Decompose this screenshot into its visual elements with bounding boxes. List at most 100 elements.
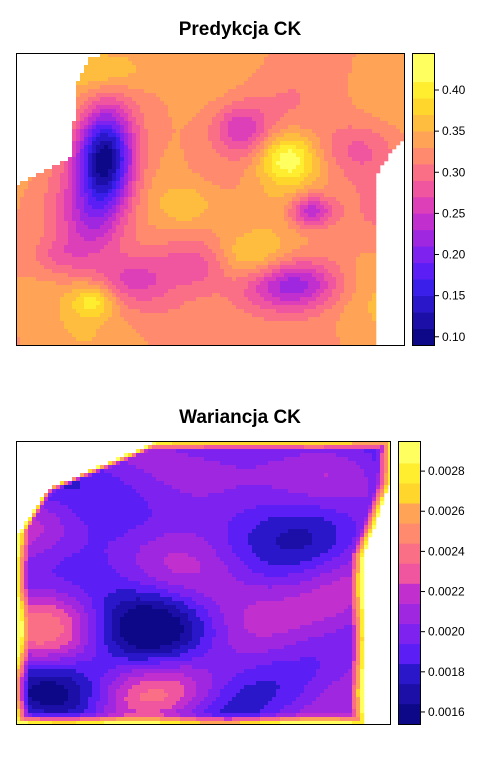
heatmap-cell <box>384 133 389 138</box>
heatmap-cell <box>80 225 85 230</box>
heatmap-cell <box>32 201 37 206</box>
heatmap-cell <box>152 101 157 106</box>
heatmap-cell <box>176 165 181 170</box>
heatmap-cell <box>340 173 345 178</box>
heatmap-cell <box>172 269 177 274</box>
heatmap-cell <box>180 105 185 110</box>
heatmap-cell <box>172 201 177 206</box>
heatmap-cell <box>328 153 333 158</box>
heatmap-cell <box>308 109 313 114</box>
heatmap-cell <box>216 177 221 182</box>
heatmap-cell <box>196 229 201 234</box>
heatmap-cell <box>308 149 313 154</box>
heatmap-cell <box>352 201 357 206</box>
heatmap-cell <box>144 145 149 150</box>
heatmap-cell <box>180 77 185 82</box>
heatmap-cell <box>196 137 201 142</box>
heatmap-cell <box>364 233 369 238</box>
heatmap-cell <box>380 89 385 94</box>
heatmap-cell <box>384 57 389 62</box>
heatmap-cell <box>308 269 313 274</box>
heatmap-cell <box>360 273 365 278</box>
heatmap-cell <box>220 97 225 102</box>
heatmap-cell <box>288 153 293 158</box>
heatmap-cell <box>352 209 357 214</box>
heatmap-cell <box>108 229 113 234</box>
heatmap-cell <box>152 265 157 270</box>
heatmap-cell <box>364 277 369 282</box>
heatmap-cell <box>136 125 141 130</box>
heatmap-cell <box>284 53 289 58</box>
heatmap-cell <box>228 269 233 274</box>
heatmap-cell <box>228 157 233 162</box>
heatmap-cell <box>36 269 41 274</box>
heatmap-cell <box>396 89 401 94</box>
heatmap-cell <box>308 85 313 90</box>
heatmap-cell <box>224 117 229 122</box>
heatmap-cell <box>272 177 277 182</box>
heatmap-cell <box>80 113 85 118</box>
heatmap-cell <box>132 281 137 286</box>
heatmap-cell <box>244 249 249 254</box>
heatmap-cell <box>80 141 85 146</box>
heatmap-cell <box>336 97 341 102</box>
heatmap-cell <box>76 225 81 230</box>
heatmap-cell <box>300 81 305 86</box>
heatmap-cell <box>380 65 385 70</box>
heatmap-cell <box>304 133 309 138</box>
heatmap-cell <box>156 141 161 146</box>
heatmap-cell <box>372 273 377 278</box>
heatmap-cell <box>188 73 193 78</box>
heatmap-cell <box>108 213 113 218</box>
heatmap-cell <box>352 265 357 270</box>
heatmap-cell <box>212 89 217 94</box>
heatmap-cell <box>364 261 369 266</box>
heatmap-cell <box>340 225 345 230</box>
heatmap-cell <box>196 273 201 278</box>
heatmap-cell <box>332 257 337 262</box>
heatmap-cell <box>40 173 45 178</box>
heatmap-cell <box>272 125 277 130</box>
heatmap-cell <box>260 53 265 58</box>
heatmap-cell <box>388 133 393 138</box>
heatmap-cell <box>80 129 85 134</box>
heatmap-cell <box>100 73 105 78</box>
heatmap-cell <box>224 225 229 230</box>
heatmap-cell <box>216 153 221 158</box>
heatmap-cell <box>340 233 345 238</box>
heatmap-cell <box>344 185 349 190</box>
heatmap-cell <box>160 101 165 106</box>
heatmap-cell <box>148 285 153 290</box>
heatmap-cell <box>380 129 385 134</box>
heatmap-cell <box>380 61 385 66</box>
heatmap-cell <box>368 245 373 250</box>
heatmap-cell <box>288 145 293 150</box>
heatmap-cell <box>148 253 153 258</box>
heatmap-cell <box>96 261 101 266</box>
heatmap-cell <box>56 253 61 258</box>
heatmap-cell <box>344 221 349 226</box>
heatmap-cell <box>48 285 53 290</box>
heatmap-cell <box>76 145 81 150</box>
heatmap-cell <box>144 261 149 266</box>
heatmap-cell <box>56 173 61 178</box>
heatmap-cell <box>332 73 337 78</box>
heatmap-cell <box>308 129 313 134</box>
heatmap-cell <box>352 73 357 78</box>
heatmap-cell <box>168 205 173 210</box>
heatmap-cell <box>132 233 137 238</box>
heatmap-cell <box>212 81 217 86</box>
heatmap-cell <box>208 117 213 122</box>
heatmap-cell <box>104 205 109 210</box>
heatmap-cell <box>100 141 105 146</box>
heatmap-cell <box>168 193 173 198</box>
heatmap-cell <box>180 217 185 222</box>
heatmap-cell <box>260 201 265 206</box>
heatmap-cell <box>380 97 385 102</box>
heatmap-cell <box>40 273 45 278</box>
heatmap-cell <box>204 125 209 130</box>
heatmap-cell <box>252 233 257 238</box>
heatmap-cell <box>208 245 213 250</box>
heatmap-cell <box>344 113 349 118</box>
heatmap-cell <box>64 217 69 222</box>
